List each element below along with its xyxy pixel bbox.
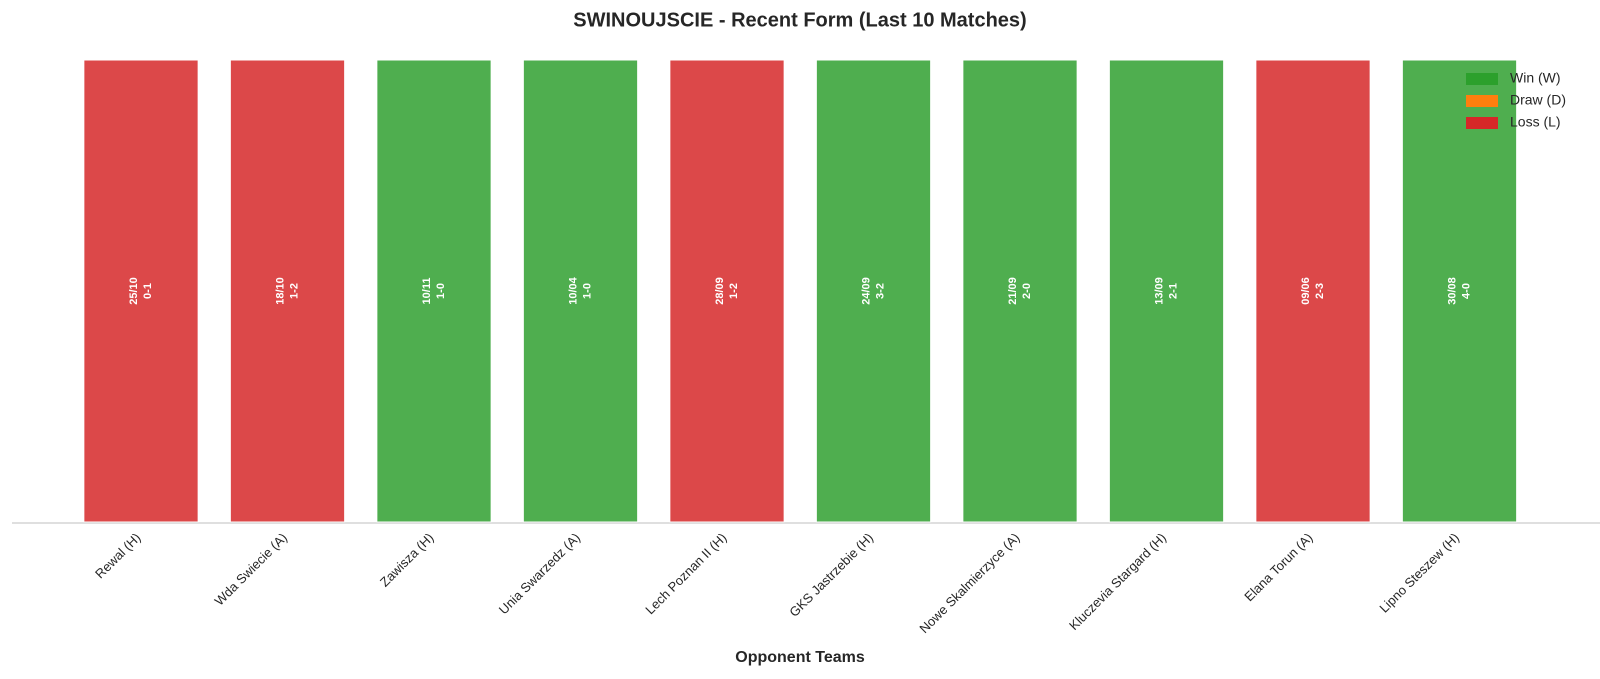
legend-label: Win (W) bbox=[1510, 70, 1561, 86]
data-label: 10/11 bbox=[421, 278, 433, 305]
bar bbox=[83, 59, 199, 523]
data-label: 1-0 bbox=[435, 283, 447, 299]
bar bbox=[669, 59, 785, 523]
x-tick-label: Unia Swarzedz (A) bbox=[496, 530, 583, 617]
bar bbox=[815, 59, 932, 523]
legend-label: Loss (L) bbox=[1510, 114, 1561, 130]
data-label: 1-2 bbox=[728, 283, 740, 299]
data-label: 13/09 bbox=[1153, 277, 1165, 305]
bar bbox=[1401, 59, 1518, 523]
x-tick-label: Lech Poznan II (H) bbox=[642, 530, 729, 617]
legend-swatch bbox=[1466, 117, 1498, 129]
legend-swatch bbox=[1466, 95, 1498, 107]
x-tick-label: Lipno Steszew (H) bbox=[1376, 530, 1462, 616]
data-label: 10/04 bbox=[567, 276, 579, 304]
data-label: 18/10 bbox=[274, 277, 286, 305]
bar bbox=[229, 59, 346, 523]
bar bbox=[1255, 59, 1371, 523]
data-label: 30/08 bbox=[1446, 277, 1458, 305]
x-tick-label: Wda Swiecie (A) bbox=[212, 530, 291, 609]
bar bbox=[962, 59, 1078, 523]
data-label: 09/06 bbox=[1300, 277, 1312, 305]
data-label: 3-2 bbox=[874, 283, 886, 299]
x-tick-label: Kluczevia Stargard (H) bbox=[1066, 530, 1169, 633]
x-axis-label: Opponent Teams bbox=[735, 649, 865, 666]
data-label: 2-1 bbox=[1167, 283, 1179, 299]
bar bbox=[522, 59, 639, 523]
data-label: 2-3 bbox=[1314, 283, 1326, 299]
data-label: 24/09 bbox=[860, 277, 872, 305]
legend: Win (W) Draw (D) Loss (L) bbox=[1466, 70, 1566, 130]
legend-swatch bbox=[1466, 73, 1498, 85]
chart-title: SWINOUJSCIE - Recent Form (Last 10 Match… bbox=[573, 9, 1026, 31]
data-label: 4-0 bbox=[1460, 283, 1472, 299]
x-tick-label: GKS Jastrzebie (H) bbox=[786, 530, 876, 620]
x-tick-label: Nowe Skalmierzyce (A) bbox=[916, 530, 1022, 636]
legend-label: Draw (D) bbox=[1510, 92, 1566, 108]
x-tick-label: Zawisza (H) bbox=[377, 530, 437, 590]
data-label: 1-2 bbox=[288, 283, 300, 299]
bar bbox=[1108, 59, 1225, 523]
data-label: 28/09 bbox=[714, 277, 726, 305]
data-label: 25/10 bbox=[128, 277, 140, 305]
data-label: 2-0 bbox=[1021, 283, 1033, 299]
x-tick-label: Elana Torun (A) bbox=[1241, 530, 1315, 604]
data-label: 1-0 bbox=[581, 283, 593, 299]
data-label: 0-1 bbox=[142, 283, 154, 299]
bar bbox=[376, 59, 492, 523]
data-label: 21/09 bbox=[1007, 277, 1019, 305]
x-tick-label: Rewal (H) bbox=[92, 530, 143, 581]
